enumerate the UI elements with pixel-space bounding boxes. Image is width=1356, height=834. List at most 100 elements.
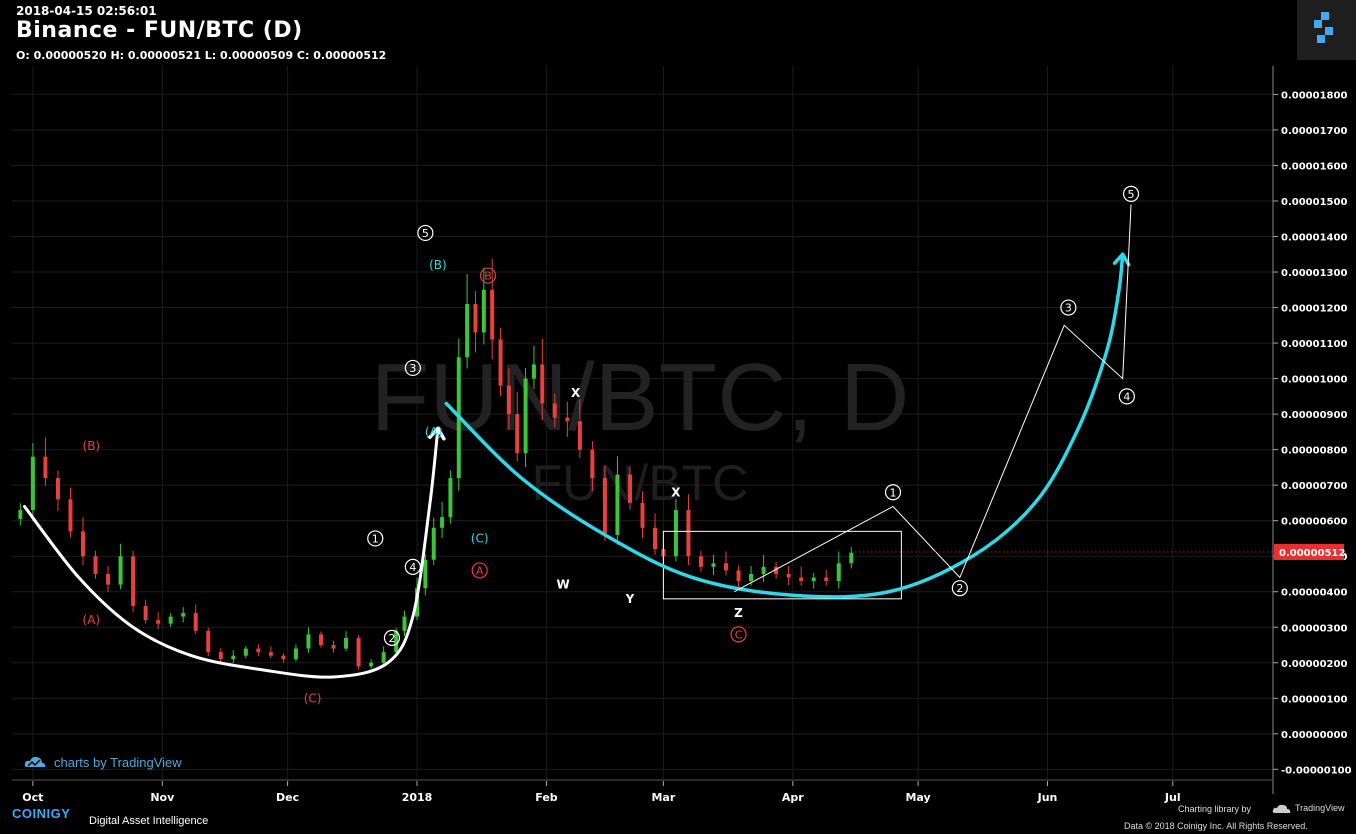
wave-label-circle: [884, 484, 902, 501]
wave-label: X: [671, 485, 681, 499]
wave-label-circle: [471, 562, 488, 579]
y-tick-label: -0.00000100: [1281, 765, 1352, 776]
last-price-tag: [1274, 543, 1344, 560]
candle-body: [498, 339, 503, 386]
coinigy-logo-box[interactable]: [1297, 0, 1356, 60]
cloud-icon: [24, 756, 46, 767]
candle-body: [193, 613, 198, 631]
candle-body: [440, 517, 445, 528]
coinigy-logo-icon: [1314, 12, 1333, 43]
y-tick-label: 0.00000900: [1281, 410, 1347, 421]
candle-body: [206, 630, 211, 653]
candle-body: [552, 403, 557, 418]
candle-body: [431, 527, 436, 560]
wave-label: 1: [372, 532, 379, 545]
candle-body: [761, 566, 766, 574]
tradingview-credit[interactable]: TradingView: [1272, 802, 1345, 814]
x-tick-label: Nov: [150, 791, 175, 804]
wave-label: 2: [388, 632, 395, 645]
candle-body: [448, 478, 453, 518]
candle-body: [577, 421, 582, 450]
candle-body: [506, 385, 511, 415]
candle-body: [481, 289, 486, 333]
y-tick-label: 0.00001500: [1281, 197, 1347, 208]
candle-body: [80, 531, 85, 557]
x-tick-label: Oct: [22, 791, 43, 804]
wave-label: Z: [734, 606, 743, 620]
candle-body: [786, 573, 791, 578]
candle-body: [836, 563, 841, 582]
wave-label-circle: [951, 580, 968, 597]
candle-body: [43, 456, 48, 479]
candle-body: [774, 566, 779, 574]
charting-library-credit: Charting library by: [1178, 804, 1252, 814]
wave-label: 4: [409, 561, 416, 574]
y-tick-label: 0.00001200: [1281, 304, 1347, 315]
watermark-sub: FUN/BTC: [532, 455, 749, 511]
projection-path: [734, 204, 1132, 593]
ohlc-readout: O: 0.00000520 H: 0.00000521 L: 0.0000050…: [16, 49, 387, 62]
price-axis[interactable]: 0.00001800 0.00001700 0.00001600 0.00001500…: [1272, 66, 1352, 794]
cloud-icon: [1272, 804, 1291, 813]
wave-label: A: [476, 564, 484, 577]
candle-body: [402, 616, 407, 631]
candle-body: [465, 304, 470, 358]
candle-body: [736, 570, 741, 582]
wave-label: 5: [422, 227, 429, 240]
candle-body: [531, 364, 536, 379]
time-axis[interactable]: Oct Nov Dec 2018 Feb Mar Apr May Jun Jul: [12, 779, 1273, 804]
y-tick-label: 0.00001300: [1281, 268, 1347, 279]
last-price-label: 0.00000512: [1279, 548, 1345, 559]
white-bowl-arrow: [428, 426, 446, 441]
wave-label: (A): [425, 425, 443, 439]
candle-body: [143, 605, 148, 621]
candle-body: [540, 364, 545, 404]
candle-body: [686, 510, 691, 557]
tradingview-credit-text: TradingView: [1295, 803, 1345, 813]
candle-body: [824, 577, 829, 582]
candle-body: [673, 510, 678, 557]
y-tick-label: 0.00001600: [1281, 161, 1347, 172]
candle-body: [523, 378, 528, 454]
wave-label: (C): [471, 531, 489, 545]
y-tick-label: 0.00001800: [1281, 90, 1347, 101]
candle-body: [256, 648, 261, 653]
candle-body: [653, 527, 658, 550]
tradingview-badge[interactable]: charts by TradingView: [24, 754, 182, 770]
candle-body: [55, 478, 60, 500]
coinigy-tagline: Digital Asset Intelligence: [89, 815, 209, 827]
wave-label: (C): [304, 691, 322, 705]
x-tick-label: Feb: [535, 791, 558, 804]
candle-body: [515, 414, 520, 454]
wave-label-circle: [479, 267, 497, 284]
candle-body: [590, 449, 595, 479]
candle-body: [18, 510, 23, 519]
candle-body: [68, 499, 73, 532]
wave-label-circle: [730, 626, 747, 643]
y-tick-label: 0.00000200: [1281, 659, 1347, 670]
timestamp: 2018-04-15 02:56:01: [16, 4, 157, 18]
wave-label: (B): [83, 439, 101, 453]
candle-body: [369, 662, 374, 667]
y-tick-label: 0.00001100: [1281, 339, 1347, 350]
watermark-main: FUN/BTC, D: [371, 344, 910, 451]
wave-label: Y: [625, 592, 635, 606]
candle-body: [849, 552, 854, 564]
x-tick-label: May: [905, 791, 930, 804]
candle-body: [181, 613, 186, 617]
wave-label: 3: [1065, 302, 1072, 315]
coinigy-wordmark: COINIGY: [12, 806, 71, 821]
candle-body: [565, 417, 570, 422]
tradingview-badge-text: charts by TradingView: [54, 754, 182, 770]
y-tick-label: 0.00001000: [1281, 375, 1347, 386]
candle-body: [30, 456, 35, 511]
candle-body: [318, 634, 323, 646]
x-tick-label: Dec: [276, 791, 299, 804]
y-tick-label: 0.00000400: [1281, 588, 1347, 599]
candle-body: [799, 577, 804, 582]
x-tick-label: Jun: [1037, 791, 1058, 804]
candle-body: [615, 474, 620, 535]
candle-body: [281, 655, 286, 660]
candle-body: [698, 556, 703, 567]
